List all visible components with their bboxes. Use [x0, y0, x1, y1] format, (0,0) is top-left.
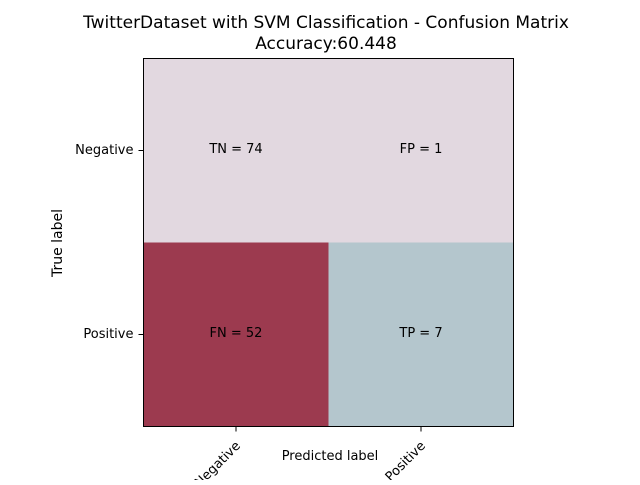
matrix-cell-0-0: [143, 58, 329, 243]
chart-title: TwitterDataset with SVM Classification -…: [82, 13, 569, 33]
matrix-cells: [143, 58, 514, 427]
chart-subtitle: Accuracy:60.448: [255, 34, 397, 54]
matrix-cell-1-1: [328, 242, 514, 427]
y-axis-label: True label: [50, 209, 66, 278]
cell-labels: TN = 74 FP = 1 FN = 52 TP = 7: [208, 142, 442, 341]
matrix-cell-0-1: [328, 58, 514, 243]
x-axis-label: Predicted label: [282, 449, 379, 464]
cell-label-0-1: FP = 1: [400, 142, 443, 157]
cell-label-0-0: TN = 74: [208, 142, 262, 157]
y-tick-label: Negative: [75, 143, 133, 158]
x-tick-label: Negative: [192, 439, 244, 480]
matrix-cell-1-0: [143, 242, 329, 427]
y-axis-ticks: Negative Positive: [75, 143, 144, 342]
cell-label-1-1: TP = 7: [398, 326, 442, 341]
y-tick-label: Positive: [83, 327, 133, 342]
plot-frame: [143, 58, 514, 427]
x-tick-label: Positive: [383, 439, 429, 480]
cell-label-1-0: FN = 52: [210, 326, 263, 341]
